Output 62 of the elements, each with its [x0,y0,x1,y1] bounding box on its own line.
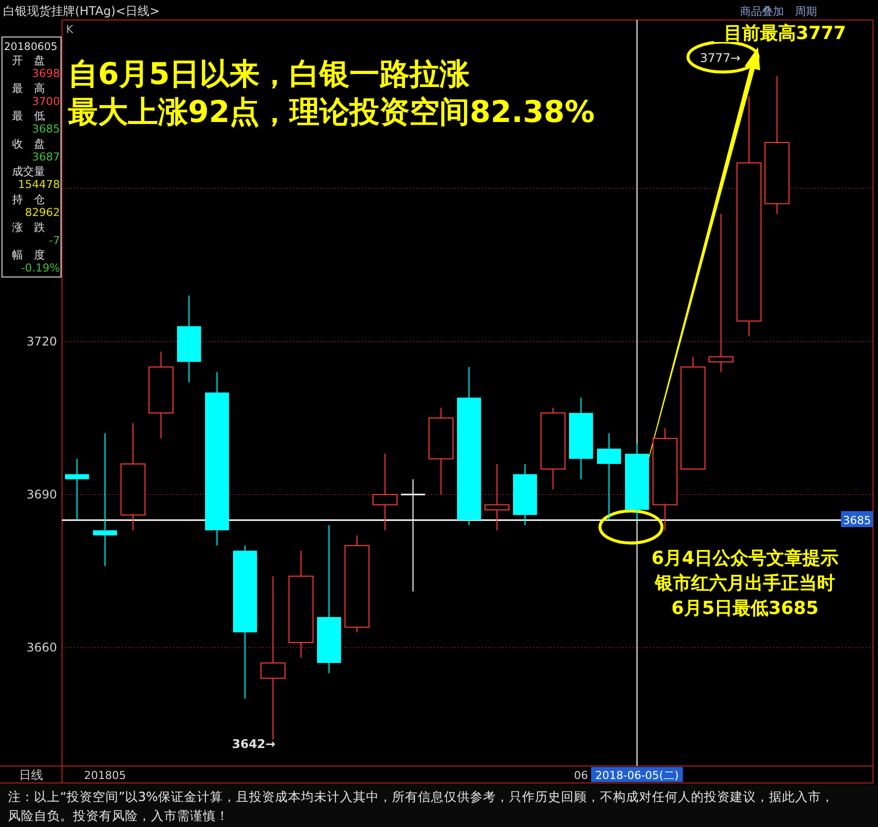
y-axis-title: K [66,23,74,36]
annotation: 6月4日公众号文章提示 [651,548,839,569]
annotation: 银市红六月出手正当时 [654,573,835,594]
text: 涨 跌 [12,220,45,234]
text: 3700 [32,94,60,108]
annotation: 自6月5日以来，白银一路拉涨 [68,57,471,92]
text: 最 低 [12,110,45,123]
x-axis-title: 日线 [19,768,43,782]
candlestick [428,407,454,496]
y-tick-label: 3690 [26,488,57,502]
candlestick [65,458,89,521]
candlestick [93,432,117,566]
text: 商品叠加 [740,5,784,18]
x-tick-label: 201805 [84,769,126,782]
candlestick [540,407,566,490]
candlestick [233,545,257,700]
text: -0.19% [21,262,60,275]
text: 154478 [18,178,60,192]
candlestick [317,524,341,674]
x-tick-label: 2018-06-05(二) [595,769,679,782]
candlestick [764,76,790,214]
text: 最 高 [12,82,45,95]
text: 3687 [32,150,60,164]
candlestick [484,463,510,531]
ref-line-label: 3685 [843,514,871,528]
candlestick [652,428,678,531]
text: 3698 [32,67,60,80]
text: 周期 [795,5,817,18]
candlestick [372,453,398,531]
candlestick [344,534,370,633]
candlestick [177,295,201,383]
candlestick [513,463,537,526]
annotation: 最大上涨92点，理论投资空间82.38% [68,95,595,130]
candlestick [736,96,762,337]
text: 成交量 [12,165,45,178]
candlestick [288,550,314,658]
text: 开 盘 [12,54,45,67]
candlestick [708,213,734,373]
annotation: 目前最高3777 [724,23,846,44]
text: 持 仓 [12,193,45,206]
candlestick [148,351,174,439]
text: 82962 [25,206,60,219]
candlestick [205,372,229,546]
text: 收 盘 [12,137,45,150]
candlestick [120,422,146,531]
text: -7 [49,234,60,247]
candlestick [457,366,481,526]
candlestick [597,432,621,521]
text: 20180605 [4,41,58,53]
text: 注：以上“投资空间”以3%保证金计算，且投资成本均未计入其中，所有信息仅供参考，只作历史回顾，不构成对任何人的投资建议，据此入市，风险自负。投资有风险，入市需谨慎！ [8,789,834,823]
annotation: 3777→ [700,51,741,65]
x-tick-label: 06 [574,769,588,782]
candlestick [569,397,593,480]
chart-title: 白银现货挂牌(HTAg)<日线> [3,4,160,18]
candlestick [625,443,649,521]
annotation: 3642→ [232,737,276,751]
text: 3685 [32,122,60,136]
y-tick-label: 3720 [26,334,57,348]
annotation: 6月5日最低3685 [671,598,819,619]
y-tick-label: 3660 [26,640,57,655]
candlestick [260,576,286,740]
text: 幅 度 [12,248,45,262]
